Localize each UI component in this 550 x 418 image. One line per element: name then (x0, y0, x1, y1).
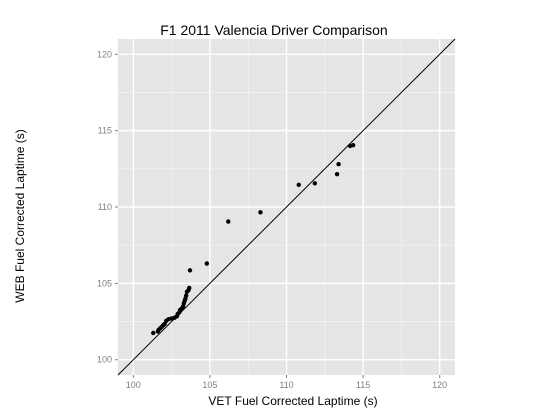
data-point (204, 261, 210, 266)
data-point (187, 285, 192, 291)
data-point (151, 330, 156, 336)
data-point (183, 293, 189, 298)
data-point (258, 210, 263, 215)
data-point (226, 219, 231, 224)
y-tick-label: 110 (98, 202, 112, 212)
x-tick-label: 105 (202, 380, 217, 390)
y-tick-label: 120 (97, 49, 112, 59)
x-tick-label: 110 (279, 380, 293, 390)
x-axis-ticks: 100 105 110 115 120 (126, 375, 447, 390)
data-point (312, 181, 318, 186)
x-tick-label: 100 (126, 380, 141, 390)
data-point (187, 268, 193, 273)
x-tick-label: 120 (432, 380, 447, 390)
y-tick-label: 100 (97, 355, 112, 365)
chart-title: F1 2011 Valencia Driver Comparison (160, 22, 387, 38)
y-tick-label: 115 (98, 126, 112, 136)
y-axis-label: WEB Fuel Corrected Laptime (s) (13, 129, 27, 302)
y-tick-label: 105 (97, 278, 112, 288)
x-axis-label: VET Fuel Corrected Laptime (s) (208, 394, 377, 408)
data-point (296, 182, 301, 188)
x-tick-label: 115 (356, 380, 370, 390)
data-point (334, 171, 340, 177)
data-points (151, 142, 356, 336)
y-axis-ticks: 100 105 110 115 120 (97, 49, 118, 365)
data-point (350, 142, 356, 148)
data-point (336, 162, 341, 167)
